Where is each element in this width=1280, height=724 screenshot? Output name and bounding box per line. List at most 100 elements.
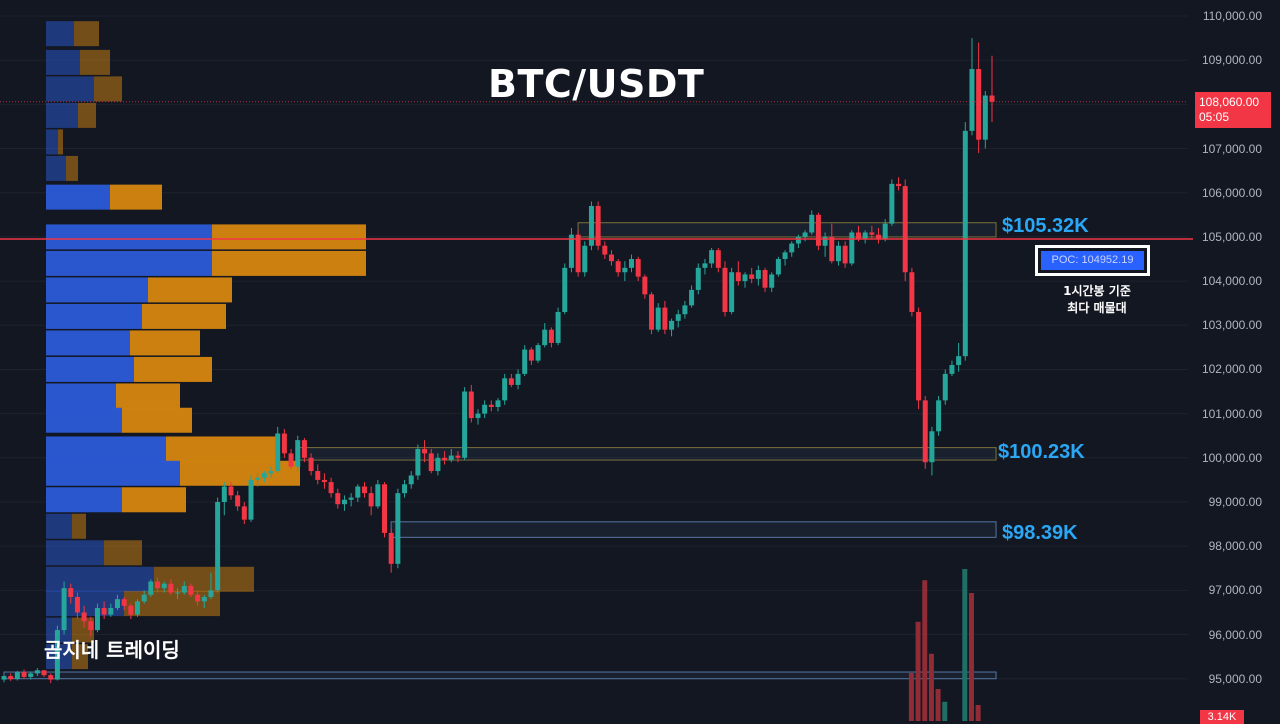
- candle-body: [502, 378, 508, 401]
- vp-sell-bar: [110, 184, 162, 210]
- candle-body: [368, 493, 374, 507]
- candle-body: [8, 676, 14, 680]
- candle-body: [802, 232, 808, 237]
- candle-body: [749, 274, 755, 279]
- poc-callout: POC: 104952.19: [1035, 245, 1150, 276]
- vp-sell-bar: [142, 303, 226, 329]
- candle-body: [755, 270, 761, 279]
- candle-body: [615, 261, 621, 273]
- level-label-98k: $98.39K: [1002, 522, 1078, 544]
- candle-body: [522, 349, 528, 374]
- candle-body: [969, 69, 975, 131]
- poc-note-line1: 1시간봉 기준: [1063, 284, 1131, 298]
- candle-body: [54, 630, 60, 680]
- candle-body: [475, 413, 481, 419]
- vp-buy-bar: [46, 513, 72, 539]
- vp-sell-bar: [212, 224, 366, 250]
- candle-body: [295, 440, 301, 467]
- candle-body: [281, 433, 287, 454]
- candle-body: [962, 130, 968, 357]
- candle-body: [809, 214, 815, 233]
- vp-sell-bar: [80, 49, 110, 75]
- candle-body: [41, 670, 47, 676]
- vp-sell-bar: [72, 644, 88, 670]
- candle-body: [21, 672, 27, 677]
- candle-body: [722, 267, 728, 313]
- vp-buy-bar: [46, 487, 122, 513]
- candle-body: [695, 267, 701, 290]
- candle-body: [135, 601, 141, 615]
- candle-body: [94, 608, 100, 631]
- candle-body: [175, 592, 181, 594]
- candle-body: [575, 234, 581, 273]
- candle-body: [675, 314, 681, 321]
- candle-body: [395, 493, 401, 564]
- volume-bar: [928, 653, 934, 721]
- vp-buy-bar: [46, 383, 116, 409]
- vp-buy-bar: [46, 540, 104, 566]
- volume-profile: [46, 21, 366, 670]
- candle-body: [181, 585, 187, 593]
- candle-body: [348, 497, 354, 500]
- candle-body: [408, 475, 414, 485]
- price-zone-fill: [391, 521, 996, 538]
- candle-body: [922, 400, 928, 463]
- candle-body: [321, 479, 327, 483]
- vp-buy-bar: [46, 277, 148, 303]
- volume-tag: 3.14K: [1200, 710, 1244, 724]
- candle-body: [742, 274, 748, 282]
- candle-body: [195, 594, 201, 602]
- candle-body: [435, 457, 441, 472]
- candle-body: [81, 612, 87, 622]
- poc-label: POC: 104952.19: [1041, 251, 1144, 270]
- candle-body: [468, 391, 474, 419]
- vp-sell-bar: [166, 436, 276, 462]
- candle-body: [235, 495, 241, 507]
- price-tick-label: 99,000.00: [1208, 494, 1262, 509]
- candle-body: [795, 236, 801, 244]
- price-tick-label: 103,000.00: [1201, 318, 1262, 333]
- price-zone-fill: [4, 672, 996, 679]
- candle-body: [869, 232, 875, 235]
- price-zone-fill: [578, 222, 996, 237]
- candle-body: [862, 232, 868, 240]
- candle-body: [669, 320, 675, 330]
- candle-body: [88, 621, 94, 631]
- candle-body: [315, 471, 321, 480]
- vp-buy-bar: [46, 155, 66, 181]
- candle-body: [568, 234, 574, 268]
- candle-body: [108, 608, 114, 615]
- volume-bar: [908, 673, 914, 721]
- candle-body: [68, 588, 74, 597]
- price-zone-fill: [297, 447, 996, 461]
- candle-body: [428, 453, 434, 472]
- vp-buy-bar: [46, 224, 212, 250]
- candle-body: [916, 312, 922, 401]
- candle-body: [482, 404, 488, 414]
- candle-body: [221, 486, 227, 502]
- vp-buy-bar: [46, 129, 58, 155]
- last-price: 108,060.00: [1199, 95, 1260, 109]
- volume-bar: [922, 580, 928, 721]
- candle-body: [762, 270, 768, 288]
- vp-sell-bar: [94, 76, 122, 102]
- candle-body: [735, 272, 741, 282]
- volume-bar: [942, 701, 948, 721]
- chart-title: BTC/USDT: [488, 62, 705, 106]
- candle-body: [595, 205, 601, 246]
- vp-buy-bar: [46, 76, 94, 102]
- candle-body: [662, 307, 668, 330]
- candle-body: [642, 276, 648, 295]
- vp-sell-bar: [134, 356, 212, 382]
- candle-body: [582, 245, 588, 273]
- candle-body: [188, 585, 194, 595]
- price-tick-label: 106,000.00: [1201, 185, 1262, 200]
- candle-body: [328, 482, 334, 494]
- price-zone: [577, 222, 997, 238]
- price-tick-label: 98,000.00: [1208, 539, 1262, 554]
- candle-body: [275, 433, 281, 472]
- candle-body: [882, 223, 888, 240]
- candle-body: [355, 486, 361, 498]
- candle-body: [301, 440, 307, 458]
